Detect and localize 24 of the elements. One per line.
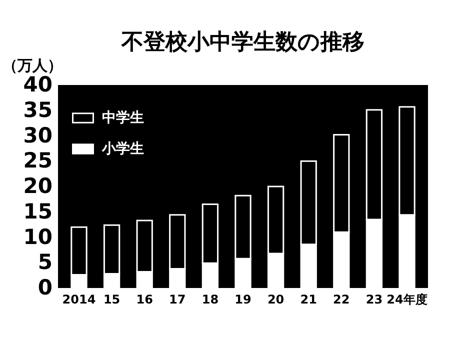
x-tick-label: 2014 — [62, 292, 96, 306]
y-tick-label: 25 — [23, 148, 52, 173]
x-tick-label: 19 — [234, 292, 252, 306]
y-tick-label: 0 — [38, 276, 52, 300]
x-tick-label: 24年度 — [386, 292, 428, 306]
y-axis-title: （万人） — [2, 56, 62, 74]
x-tick-label: 23 — [366, 292, 383, 306]
legend-label: 小学生 — [101, 141, 144, 157]
x-tick-label: 22 — [333, 292, 350, 306]
x-tick-label: 17 — [169, 292, 186, 306]
y-tick-label: 30 — [23, 123, 52, 148]
chart-title: 不登校小中学生数の推移 — [120, 30, 364, 55]
legend-label: 中学生 — [102, 110, 144, 126]
x-tick-label: 18 — [202, 292, 219, 306]
y-tick-label: 35 — [23, 98, 52, 122]
x-tick-label: 20 — [267, 292, 284, 306]
y-tick-label: 20 — [23, 174, 52, 198]
y-tick-label: 10 — [23, 224, 52, 249]
x-tick-label: 21 — [300, 292, 317, 306]
x-tick-label: 15 — [103, 292, 120, 306]
x-tick-label: 16 — [136, 292, 153, 306]
y-tick-label: 5 — [38, 250, 52, 274]
y-tick-label: 15 — [23, 199, 52, 224]
y-tick-label: 40 — [23, 72, 52, 96]
